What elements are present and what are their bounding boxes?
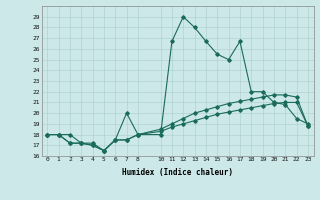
X-axis label: Humidex (Indice chaleur): Humidex (Indice chaleur): [122, 168, 233, 177]
